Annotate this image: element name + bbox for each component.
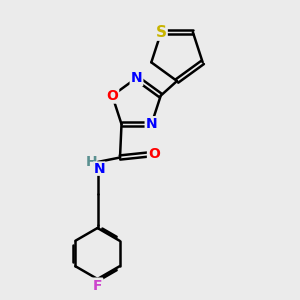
Text: F: F [93,279,102,292]
Text: O: O [106,88,118,103]
Text: N: N [131,71,142,85]
Text: O: O [148,148,160,161]
Text: H: H [85,155,97,169]
Text: N: N [94,162,105,176]
Text: N: N [146,117,157,131]
Text: S: S [156,25,167,40]
